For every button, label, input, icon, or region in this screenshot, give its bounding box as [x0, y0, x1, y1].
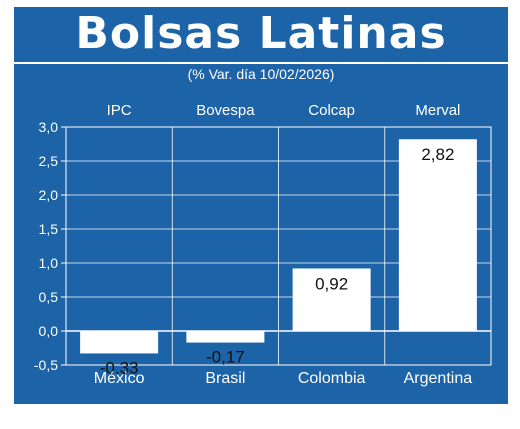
y-tick-label: -0,5	[34, 357, 58, 373]
y-tick-label: 1,5	[39, 221, 59, 237]
bar-value-label: 0,92	[315, 274, 348, 293]
y-tick-label: 0,0	[39, 323, 59, 339]
y-tick-label: 3,0	[39, 119, 59, 135]
chart-subtitle: (% Var. día 10/02/2026)	[187, 66, 335, 82]
bar-value-label: -0,17	[206, 348, 245, 367]
category-label: México	[94, 370, 145, 387]
y-tick-label: 0,5	[39, 289, 59, 305]
index-label: Merval	[415, 102, 460, 119]
index-label: Colcap	[308, 102, 355, 119]
bar-value-label: -0,33	[100, 358, 139, 377]
category-label: Colombia	[298, 370, 366, 387]
bar-value-label: 2,82	[421, 145, 454, 164]
index-label: IPC	[107, 102, 132, 119]
category-label: Brasil	[205, 370, 245, 387]
category-label: Argentina	[404, 370, 473, 387]
y-tick-label: 2,5	[39, 153, 59, 169]
y-tick-label: 1,0	[39, 255, 59, 271]
bar	[186, 331, 265, 343]
bar	[80, 331, 159, 354]
bar	[398, 139, 477, 331]
title-divider	[14, 62, 508, 64]
index-label: Bovespa	[196, 102, 255, 119]
bar	[292, 268, 371, 331]
chart-title: Bolsas Latinas	[75, 8, 447, 59]
y-tick-label: 2,0	[39, 187, 59, 203]
